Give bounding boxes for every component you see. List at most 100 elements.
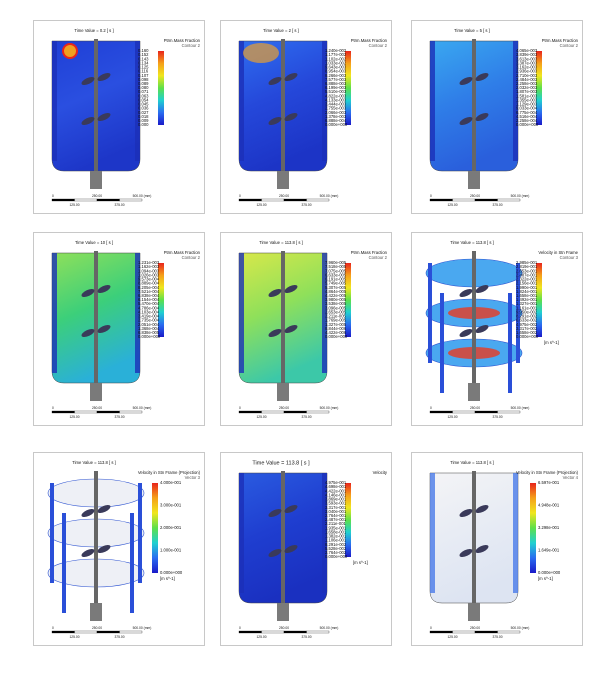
- scale-label: 375.00: [301, 635, 311, 639]
- blade: [459, 76, 473, 86]
- scale-label: 375.00: [492, 415, 502, 419]
- shaft: [472, 251, 476, 401]
- panel-graphic: Time Value = 113.8 [ s ] Velocity in Stn …: [429, 460, 579, 639]
- panel-graphic: Time Value = 10 [ s ] Ptrm.Mass FractionC…: [51, 240, 201, 419]
- baffle: [135, 41, 140, 161]
- legend-title: Ptrm.Mass Fraction: [542, 38, 579, 43]
- colorbar-label: 0.000e+000: [516, 334, 539, 339]
- baffle: [428, 263, 432, 363]
- colorbar-label: 5.470e-004: [138, 301, 160, 306]
- colorbar-label: 9.033e-004: [516, 106, 538, 111]
- colorbar-label: 4.000e-001: [160, 480, 182, 485]
- colorbar-label: 4.065e-003: [516, 48, 538, 53]
- panel: Time Value = 5 [ s ] Ptrm.Mass Fraction Co…: [411, 20, 583, 214]
- colorbar-label: 1.990e-001: [516, 285, 538, 290]
- colorbar-label: 8.291e-002: [325, 542, 347, 547]
- legend-title: Velocity in Stn Frame (Projection): [138, 470, 201, 475]
- legend-subtitle: Vector 3: [185, 475, 201, 480]
- panel-title: Time Value = 2 [ s ]: [263, 28, 299, 33]
- colorbar-label: 4.975e-001: [325, 480, 347, 485]
- scale-label: 0: [239, 406, 241, 410]
- colorbar-label: 3.317e-002: [516, 326, 538, 331]
- panel: Time Value = 113.8 [ s ] Velocity in Stn …: [411, 232, 583, 426]
- blade: [475, 112, 489, 122]
- colorbar-label: 3.298e-001: [538, 525, 560, 530]
- scale-label: 500.00 (mm): [511, 194, 530, 198]
- colorbar-unit: [m s^-1]: [353, 560, 368, 565]
- blade: [459, 508, 473, 518]
- scale-label: 500.00 (mm): [133, 194, 152, 198]
- colorbar-label: 0.018: [138, 114, 149, 119]
- panel-graphic: Time Value = 5 [ s ] Ptrm.Mass FractionCo…: [429, 28, 579, 207]
- scale-segment: [306, 198, 330, 202]
- colorbar-label: 0.000e+000: [325, 334, 348, 339]
- colorbar-unit: [m s^-1]: [544, 340, 559, 345]
- colorbar-label: 4.822e-003: [325, 93, 347, 98]
- scale-label: 375.00: [492, 635, 502, 639]
- colorbar-label: 0.000e+000: [138, 334, 161, 339]
- colorbar-label: 2.710e-003: [516, 73, 538, 78]
- colorbar-label: 3.869e-001: [325, 497, 347, 502]
- blade: [268, 116, 282, 126]
- scale-label: 250.00: [279, 406, 289, 410]
- scale-label: 250.00: [279, 194, 289, 198]
- colorbar-label: 5.528e-002: [325, 546, 347, 551]
- scale-segment: [497, 630, 521, 634]
- panel-graphic: Time Value = 113.8 [ s ] Ptrm.Mass Fracti…: [238, 240, 388, 419]
- colorbar-label: 1.094e-003: [138, 268, 160, 273]
- hub: [90, 383, 102, 401]
- colorbar-label: 1.658e-002: [516, 330, 538, 335]
- colorbar-label: 4.698e-001: [325, 484, 347, 489]
- scale-label: 375.00: [301, 203, 311, 207]
- scale-segment: [306, 410, 330, 414]
- colorbar-label: 4.146e-001: [325, 492, 347, 497]
- baffle: [322, 41, 327, 161]
- legend-title: Ptrm.Mass Fraction: [351, 250, 388, 255]
- colorbar-label: 8.954e-003: [325, 69, 347, 74]
- panel-graphic: Time Value = 113.8 [ s ] Velocity in Stn …: [425, 240, 579, 419]
- scale-label: 250.00: [279, 626, 289, 630]
- colorbar-label: 1.769e-005: [325, 318, 347, 323]
- colorbar-label: 0.089: [138, 81, 149, 86]
- shaft: [94, 251, 98, 401]
- hub: [468, 603, 480, 621]
- colorbar-label: 1.231e-003: [138, 260, 160, 265]
- colorbar-label: 2.258e-004: [516, 118, 538, 123]
- colorbar-label: 4.103e-004: [138, 309, 160, 314]
- colorbar-label: 0.160: [138, 48, 149, 53]
- blade: [268, 76, 282, 86]
- blade: [97, 324, 111, 334]
- shaft: [472, 39, 476, 189]
- colorbar: [345, 51, 351, 125]
- colorbar-label: 7.521e-004: [138, 289, 160, 294]
- blade: [97, 544, 111, 554]
- colorbar-label: 6.154e-004: [138, 297, 160, 302]
- scale-label: 0: [239, 626, 241, 630]
- colorbar-label: 3.040e-001: [325, 509, 347, 514]
- blade: [268, 548, 282, 558]
- colorbar-label: 0.000: [138, 122, 149, 127]
- scale-label: 500.00 (mm): [511, 406, 530, 410]
- colorbar-label: 6.597e-001: [538, 480, 560, 485]
- colorbar-label: 1.106e-001: [325, 538, 347, 543]
- colorbar-label: 2.653e-005: [325, 309, 347, 314]
- panel: Time Value = 10 [ s ] Ptrm.Mass Fraction C…: [33, 232, 205, 426]
- blade: [268, 288, 282, 298]
- colorbar-label: 0.107: [138, 73, 149, 78]
- hub: [277, 171, 289, 189]
- baffle: [513, 473, 518, 593]
- scale-segment: [261, 630, 285, 634]
- panel-graphic: Time Value = 113.8 [ s ] Velocity 4.975e-0…: [238, 460, 388, 639]
- colorbar-label: 0.027: [138, 110, 149, 115]
- hub: [468, 171, 480, 189]
- scale-segment: [51, 410, 75, 414]
- scale-segment: [119, 410, 143, 414]
- scale-segment: [474, 198, 498, 202]
- colorbar-label: 1.658e-001: [325, 529, 347, 534]
- scale-label: 0: [430, 626, 432, 630]
- scale-label: 125.00: [256, 203, 266, 207]
- colorbar-label: 6.191e-005: [325, 277, 347, 282]
- colorbar-label: 4.864e-005: [325, 289, 347, 294]
- colorbar-label: 3.444e-003: [325, 102, 347, 107]
- legend-title: Velocity in Stn Frame (Projection): [516, 470, 579, 475]
